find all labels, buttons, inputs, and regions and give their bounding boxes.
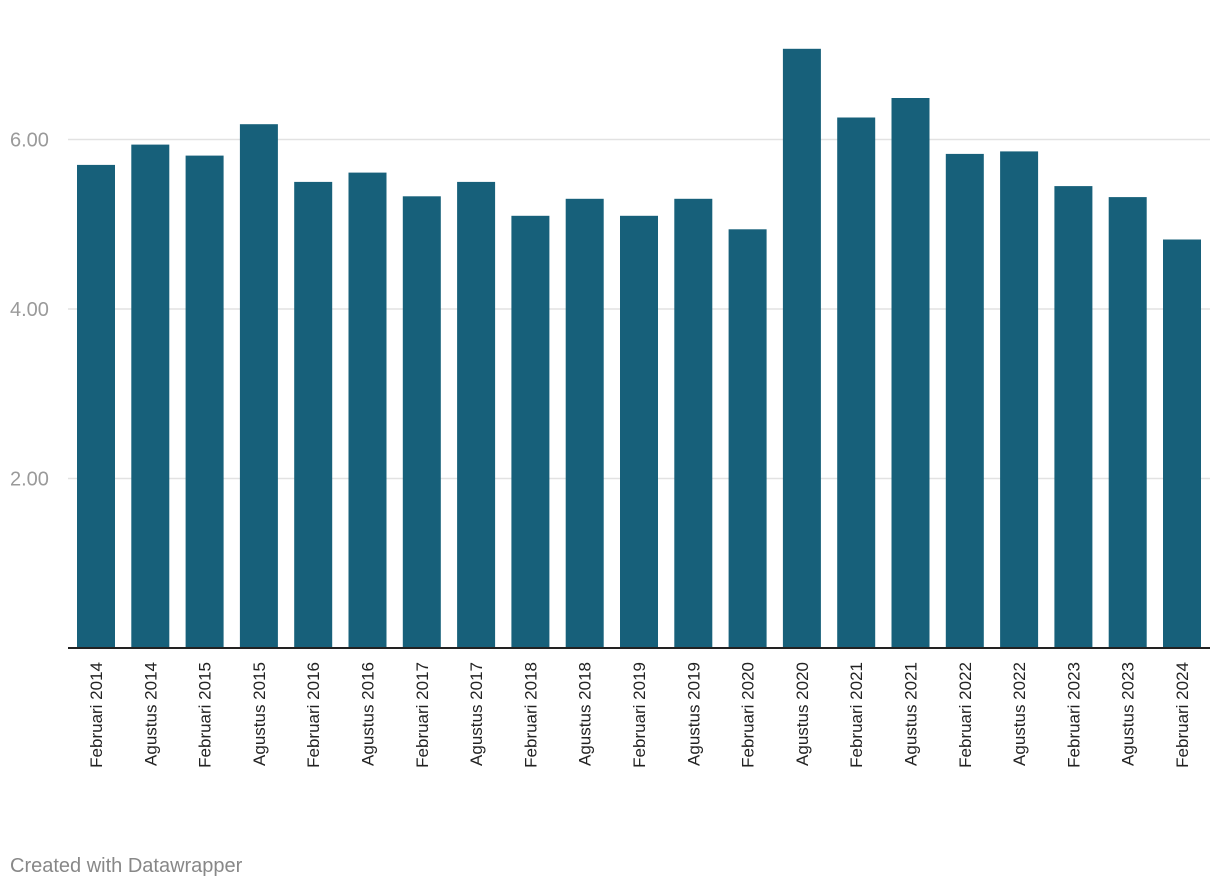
- x-tick-label: Februari 2019: [630, 662, 649, 768]
- x-tick-label: Februari 2016: [304, 662, 323, 768]
- bar: [185, 155, 224, 648]
- bar: [1054, 186, 1093, 648]
- x-axis-labels: Februari 2014 Agustus 2014 Februari 2015 Ag…: [87, 662, 1192, 768]
- x-tick-label: Februari 2018: [521, 662, 540, 768]
- bar: [348, 172, 387, 648]
- bar: [891, 98, 930, 648]
- y-tick-label: 2.00: [10, 469, 49, 491]
- bar: [565, 198, 604, 649]
- y-axis-ticks: 2.00 4.00 6.00: [10, 130, 49, 491]
- y-tick-label: 4.00: [10, 299, 49, 321]
- x-tick-label: Februari 2020: [739, 662, 758, 768]
- bar: [77, 164, 115, 648]
- x-tick-label: Agustus 2022: [1010, 662, 1029, 766]
- bar: [728, 229, 767, 649]
- x-tick-label: Februari 2023: [1064, 662, 1083, 768]
- x-tick-label: Agustus 2017: [467, 662, 486, 766]
- x-tick-label: Agustus 2019: [684, 662, 703, 766]
- bars: [77, 48, 1201, 649]
- bar: [511, 215, 550, 649]
- x-tick-label: Agustus 2015: [250, 662, 269, 766]
- x-tick-label: Agustus 2014: [141, 662, 160, 766]
- bar: [1000, 151, 1039, 648]
- x-tick-label: Agustus 2020: [793, 662, 812, 766]
- x-tick-label: Agustus 2018: [576, 662, 595, 766]
- y-tick-label: 6.00: [10, 130, 49, 152]
- x-tick-label: Februari 2022: [956, 662, 975, 768]
- x-tick-label: Agustus 2016: [359, 662, 378, 766]
- bar: [620, 215, 658, 649]
- x-tick-label: Februari 2017: [413, 662, 432, 768]
- x-tick-label: Februari 2024: [1173, 662, 1192, 768]
- bar: [239, 124, 278, 648]
- bar: [674, 198, 713, 649]
- x-tick-label: Februari 2021: [847, 662, 866, 768]
- bar: [1108, 197, 1147, 648]
- bar: [945, 153, 984, 648]
- bar: [782, 48, 821, 649]
- bar: [131, 144, 170, 648]
- bar: [402, 196, 441, 649]
- credit-text: Created with Datawrapper: [10, 855, 243, 877]
- x-tick-label: Februari 2014: [87, 662, 106, 768]
- x-tick-label: Agustus 2021: [902, 662, 921, 766]
- x-tick-label: Agustus 2023: [1119, 662, 1138, 766]
- x-tick-label: Februari 2015: [196, 662, 215, 768]
- bar: [294, 181, 333, 648]
- bar: [1163, 239, 1201, 648]
- bar: [837, 117, 876, 648]
- bar: [457, 181, 496, 648]
